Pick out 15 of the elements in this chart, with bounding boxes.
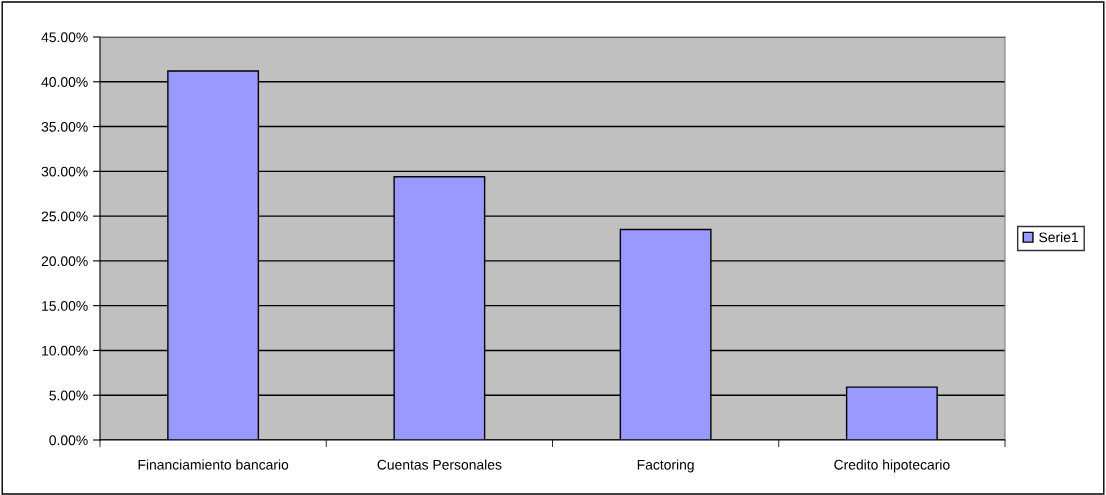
y-tick-label: 10.00%: [42, 345, 88, 356]
y-tick-label: 15.00%: [42, 301, 88, 311]
y-tick-label: 35.00%: [41, 121, 88, 132]
x-tick-label: Financiamiento bancario: [138, 459, 289, 470]
y-tick-label: 40.00%: [41, 77, 88, 87]
x-tick-label: Cuentas Personales: [377, 459, 502, 470]
legend-label: Serie1: [1039, 232, 1078, 243]
x-tick-label: Credito hipotecario: [834, 459, 950, 473]
x-tick-label: Factoring: [637, 459, 694, 473]
y-tick-label: 0.00%: [49, 435, 88, 446]
y-tick-label: 45.00%: [41, 32, 88, 43]
y-tick-label: 25.00%: [41, 211, 88, 222]
y-tick-label: 20.00%: [41, 256, 88, 267]
y-tick-label: 5.00%: [49, 390, 88, 401]
y-tick-label: 30.00%: [41, 166, 88, 177]
